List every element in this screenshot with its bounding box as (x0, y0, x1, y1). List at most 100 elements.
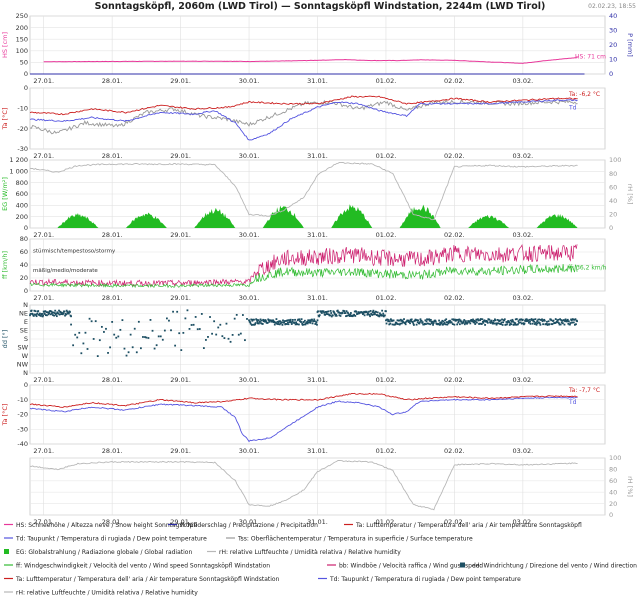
direction-point (291, 318, 294, 321)
panel-radiation: 0 200 400 600 800 1 000 1 200 0 20 40 60 80 100 27.01… (1, 156, 634, 239)
direction-point (111, 321, 114, 323)
direction-point (55, 315, 58, 318)
direction-point (475, 318, 478, 321)
direction-point (317, 310, 319, 313)
end-label-td: Td (568, 399, 577, 406)
x-tick-label: 30.01. (239, 152, 260, 160)
direction-point (311, 322, 314, 325)
direction-point (391, 320, 393, 322)
direction-point (51, 312, 53, 315)
direction-point (576, 320, 578, 323)
direction-point (289, 318, 292, 321)
direction-point (348, 315, 351, 317)
direction-point (275, 318, 278, 320)
y-axis-label: dd [°] (1, 330, 9, 349)
direction-point (311, 318, 313, 321)
direction-point (331, 314, 334, 317)
direction-point (373, 313, 375, 316)
radiation-peak (57, 213, 99, 228)
direction-point (278, 320, 281, 323)
x-tick-label: 02.02. (444, 518, 465, 526)
direction-point (368, 313, 371, 316)
direction-point (492, 319, 495, 322)
direction-point (525, 318, 528, 321)
series-rh (29, 459, 578, 511)
x-tick-label: 29.01. (170, 447, 191, 455)
direction-point (554, 318, 557, 320)
direction-point (404, 321, 407, 324)
end-label: HS: 71 cm (575, 54, 606, 61)
direction-point (503, 318, 506, 321)
direction-point (366, 313, 369, 316)
direction-point (496, 318, 499, 321)
direction-point (428, 319, 431, 322)
direction-point (117, 335, 120, 338)
direction-point (254, 323, 256, 326)
direction-point (529, 320, 531, 323)
x-tick-label: 28.01. (102, 376, 123, 384)
direction-point (219, 323, 222, 326)
direction-point (479, 318, 482, 320)
direction-point (67, 312, 70, 315)
radiation-peak (536, 214, 578, 228)
legend-label: Ta: Lufttemperatur / Temperatura dell' a… (15, 576, 280, 583)
direction-point (543, 318, 546, 321)
direction-point (551, 323, 554, 326)
direction-point (149, 319, 152, 321)
direction-point (444, 323, 447, 326)
direction-point (131, 346, 134, 349)
direction-point (200, 313, 203, 315)
direction-point (119, 328, 122, 331)
direction-point (563, 323, 566, 326)
x-tick-label: 03.02. (513, 77, 534, 85)
direction-point (417, 319, 420, 322)
direction-point (506, 321, 509, 324)
direction-point (334, 313, 336, 316)
direction-point (528, 318, 531, 321)
direction-point (170, 329, 172, 332)
radiation-peak (331, 204, 373, 228)
direction-point (427, 318, 430, 321)
direction-point (561, 319, 564, 322)
direction-point (503, 319, 506, 322)
direction-point (266, 321, 269, 324)
direction-point (501, 324, 504, 326)
direction-point (402, 321, 405, 324)
radiation-peak (468, 214, 510, 228)
direction-point (511, 318, 514, 321)
direction-point (325, 313, 328, 315)
direction-point (456, 318, 459, 321)
direction-point (497, 322, 500, 325)
direction-point (373, 311, 376, 314)
direction-point (273, 320, 276, 323)
y-tick-label-right: 20 (609, 500, 617, 508)
direction-point (552, 319, 555, 322)
x-tick-label: 27.01. (33, 447, 54, 455)
direction-point (82, 342, 85, 345)
direction-point (548, 323, 551, 326)
direction-point (407, 319, 410, 322)
direction-point (205, 339, 207, 341)
direction-point (367, 313, 370, 316)
direction-point (426, 318, 428, 321)
direction-point (403, 318, 405, 321)
direction-point (62, 312, 65, 315)
direction-point (485, 320, 488, 323)
direction-point (379, 312, 381, 315)
legend-item: Ta: Lufttemperatur / Temperatura dell' a… (4, 576, 280, 583)
direction-point (438, 323, 441, 326)
x-tick-label: 01.02. (376, 77, 397, 85)
direction-point (432, 322, 435, 325)
direction-point (276, 320, 279, 323)
direction-point (37, 310, 40, 312)
direction-point (513, 321, 515, 324)
direction-point (539, 323, 542, 326)
direction-point (61, 313, 64, 316)
y-tick-label-right: 60 (609, 477, 617, 485)
direction-point (462, 320, 465, 323)
y-tick-label-right: 10 (609, 56, 617, 64)
x-tick-label: 01.02. (376, 294, 397, 302)
direction-point (237, 333, 240, 336)
direction-point (263, 319, 266, 322)
direction-point (371, 311, 374, 313)
